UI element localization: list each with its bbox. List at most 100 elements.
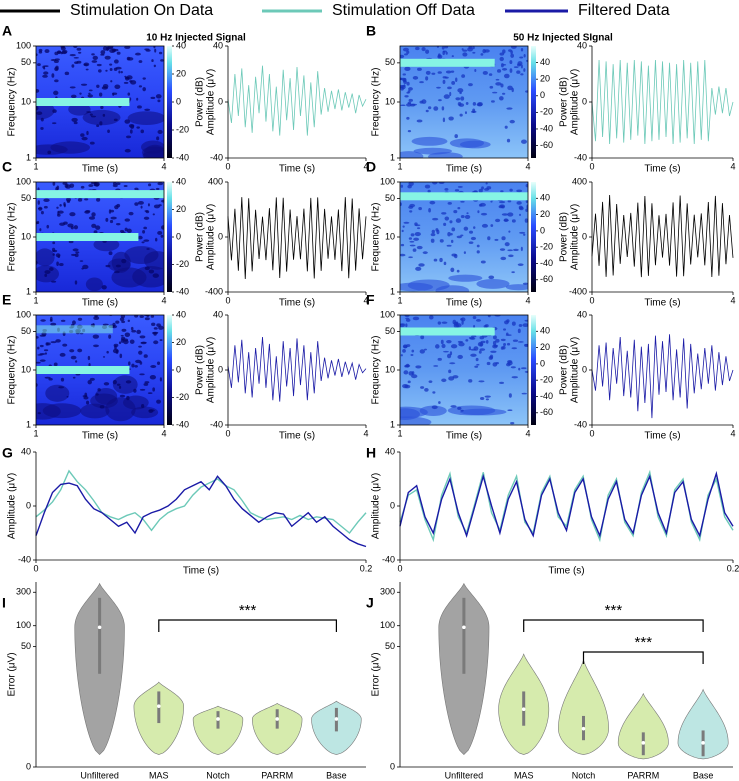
speckle (520, 246, 523, 252)
speckle (404, 365, 409, 368)
y-tick-label: 1 (26, 152, 31, 162)
speckle (104, 55, 111, 60)
speckle (488, 73, 493, 76)
speckle (438, 99, 442, 102)
speckle (498, 96, 504, 101)
speckle (495, 361, 499, 365)
speckle (43, 349, 49, 352)
speckle (498, 200, 506, 204)
speckle (64, 183, 69, 188)
speckle (479, 336, 485, 340)
speckle (144, 108, 151, 111)
speckle (137, 235, 143, 240)
speckle (455, 218, 462, 223)
speckle (124, 227, 128, 232)
legend-label: Stimulation Off Data (332, 2, 475, 19)
y-tick-label: 50 (21, 641, 31, 651)
speckle (507, 199, 512, 203)
speckle (428, 380, 433, 383)
speckle (439, 257, 443, 263)
speckle (112, 92, 118, 95)
speckle (503, 328, 507, 331)
speckle (480, 53, 484, 56)
spectrogram-bg (400, 182, 528, 292)
speckle (422, 251, 428, 255)
speckle (409, 240, 415, 243)
x-tick-label: 0 (589, 428, 594, 438)
speckle (419, 81, 424, 84)
speckle (79, 92, 82, 95)
speckle (82, 264, 89, 270)
speckle (68, 240, 74, 244)
speckle (450, 232, 453, 236)
speckle (52, 241, 56, 245)
speckle (159, 377, 162, 382)
y-tick-label: 100 (16, 176, 31, 186)
colorbar-tick-label: -40 (540, 123, 553, 133)
blob (50, 141, 91, 154)
speckle (495, 338, 500, 343)
speckle (431, 405, 438, 410)
speckle (501, 213, 509, 216)
panel-letter: J (366, 595, 374, 611)
speckle (500, 346, 504, 350)
speckle (504, 242, 510, 247)
speckle (55, 339, 61, 343)
speckle (94, 182, 100, 187)
speckle (118, 70, 121, 74)
speckle (51, 73, 55, 78)
speckle (116, 51, 121, 55)
speckle (40, 319, 46, 322)
speckle (476, 250, 480, 254)
speckle (36, 53, 38, 57)
speckle (408, 205, 414, 209)
speckle (53, 362, 58, 367)
spectrogram-image (36, 315, 164, 425)
colorbar-tick-label: 40 (176, 176, 186, 186)
speckle (54, 51, 59, 56)
speckle (500, 338, 506, 342)
speckle (464, 214, 471, 219)
speckle (457, 185, 463, 188)
speckle (106, 350, 109, 354)
speckle (466, 212, 469, 215)
speckle (441, 106, 445, 111)
speckle (516, 189, 523, 193)
speckle (63, 221, 68, 225)
speckle (93, 316, 100, 321)
speckle (444, 46, 449, 49)
speckle (468, 379, 473, 383)
speckle (142, 87, 146, 92)
x-tick-label: 4 (525, 428, 530, 438)
speckle (441, 343, 446, 349)
colorbar-tick-label: 40 (176, 40, 186, 50)
speckle (464, 111, 467, 115)
speckle (144, 317, 150, 321)
speckle (69, 53, 76, 57)
speckle (126, 56, 131, 61)
speckle (120, 315, 126, 319)
y-tick-label: -400 (205, 286, 223, 296)
x-axis-label: Time (s) (183, 566, 219, 577)
speckle (517, 263, 524, 266)
speckle (67, 223, 74, 228)
x-tick-label: Notch (572, 770, 596, 780)
speckle (511, 219, 516, 223)
blob (85, 277, 103, 292)
speckle (127, 92, 131, 96)
speckle (513, 66, 519, 69)
speckle (444, 188, 449, 191)
speckle (85, 68, 89, 71)
speckle (408, 256, 413, 259)
speckle (507, 85, 513, 91)
speckle (447, 231, 451, 237)
speckle (499, 248, 506, 251)
speckle (508, 393, 512, 398)
speckle (71, 253, 77, 256)
speckle (80, 133, 85, 137)
speckle (116, 222, 121, 226)
median-dot (521, 707, 526, 712)
speckle (459, 113, 463, 117)
speckle (410, 103, 416, 107)
y-tick-label: -40 (574, 152, 587, 162)
